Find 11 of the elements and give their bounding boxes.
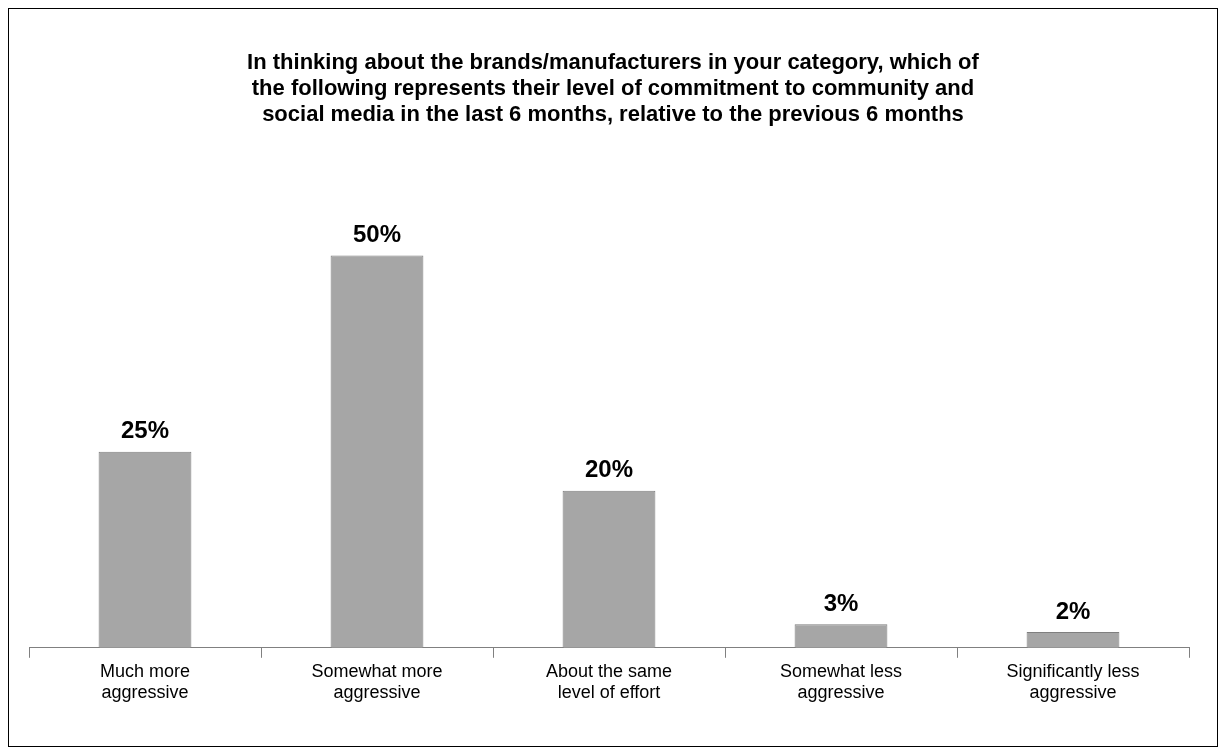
data-label: 20% [584, 455, 634, 483]
data-label: 25% [120, 416, 170, 444]
chart-title: In thinking about the brands/manufacturers in your category, which of the following represents their level of commitment to community and social media in the last 6 months, relative to the previous 6 months [246, 49, 980, 127]
x-tick-label: Somewhat less aggressive [779, 660, 903, 703]
data-label: 50% [352, 220, 402, 248]
x-tick-label: About the same level of effort [545, 660, 673, 703]
data-label: 2% [1055, 596, 1091, 624]
x-tick-label: Significantly less aggressive [1006, 660, 1140, 703]
x-tick-label: Much more aggressive [99, 660, 191, 703]
data-label: 3% [823, 588, 859, 616]
x-tick-label: Somewhat more aggressive [311, 660, 443, 703]
